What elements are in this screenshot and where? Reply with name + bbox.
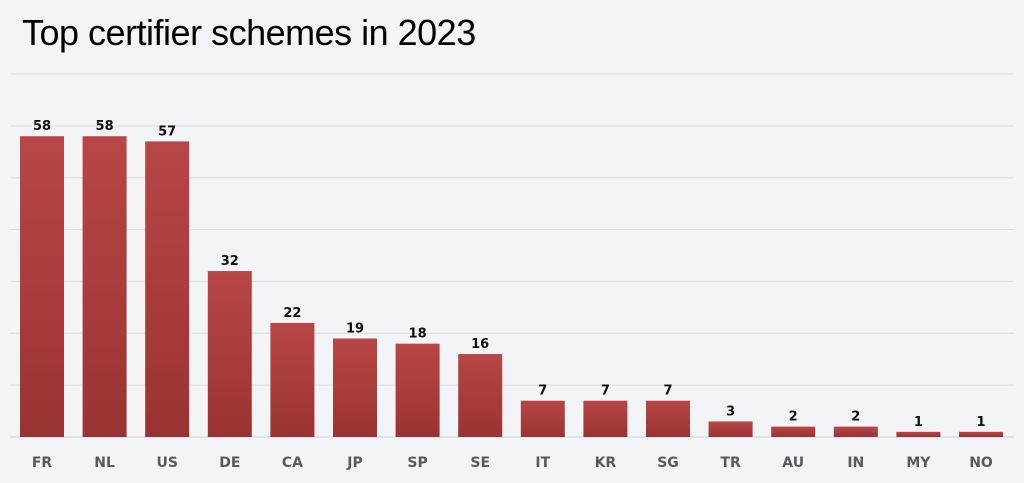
data-label-nl: 58 xyxy=(96,119,114,134)
bar-sg xyxy=(646,400,690,437)
x-tick-label-de: DE xyxy=(219,455,240,471)
bar-it xyxy=(520,400,565,437)
data-label-us: 57 xyxy=(158,124,176,139)
bar-kr xyxy=(583,400,628,437)
bar-au xyxy=(771,426,816,437)
x-tick-label-in: IN xyxy=(847,455,864,471)
data-label-sp: 18 xyxy=(409,327,427,342)
x-tick-label-kr: KR xyxy=(595,455,617,471)
bar-jp xyxy=(333,338,377,437)
x-tick-label-se: SE xyxy=(470,455,490,471)
data-label-it: 7 xyxy=(538,384,547,399)
bar-se xyxy=(458,354,503,437)
bar-de xyxy=(207,271,252,437)
x-tick-label-it: IT xyxy=(535,455,550,471)
data-label-kr: 7 xyxy=(601,384,610,399)
x-tick-label-tr: TR xyxy=(720,455,741,471)
x-tick-label-au: AU xyxy=(782,455,804,471)
bar-us xyxy=(145,141,190,437)
bar-in xyxy=(833,426,878,437)
x-tick-label-ca: CA xyxy=(282,455,303,471)
data-label-ca: 22 xyxy=(283,306,301,321)
bar-my xyxy=(896,431,941,437)
bar-sp xyxy=(395,343,440,437)
data-label-my: 1 xyxy=(914,415,923,430)
data-label-jp: 19 xyxy=(346,321,364,336)
bar-nl xyxy=(82,136,127,437)
x-tick-label-no: NO xyxy=(969,455,993,471)
data-label-tr: 3 xyxy=(726,404,735,419)
x-tick-label-sg: SG xyxy=(657,455,679,471)
x-tick-label-my: MY xyxy=(906,455,931,471)
bar-ca xyxy=(270,322,315,437)
data-label-no: 1 xyxy=(976,415,985,430)
chart-title: Top certifier schemes in 2023 xyxy=(22,12,476,53)
data-label-in: 2 xyxy=(851,410,860,425)
bar-no xyxy=(959,431,1003,437)
x-tick-label-us: US xyxy=(156,455,177,471)
data-label-se: 16 xyxy=(471,337,489,352)
data-label-au: 2 xyxy=(789,410,798,425)
bar-fr xyxy=(20,136,64,437)
data-label-sg: 7 xyxy=(663,384,672,399)
bar-tr xyxy=(708,421,753,437)
x-tick-label-sp: SP xyxy=(407,455,427,471)
x-tick-label-fr: FR xyxy=(32,455,53,471)
data-label-fr: 58 xyxy=(33,119,51,134)
x-tick-label-jp: JP xyxy=(346,455,362,471)
data-label-de: 32 xyxy=(221,254,239,269)
x-tick-label-nl: NL xyxy=(94,455,115,471)
